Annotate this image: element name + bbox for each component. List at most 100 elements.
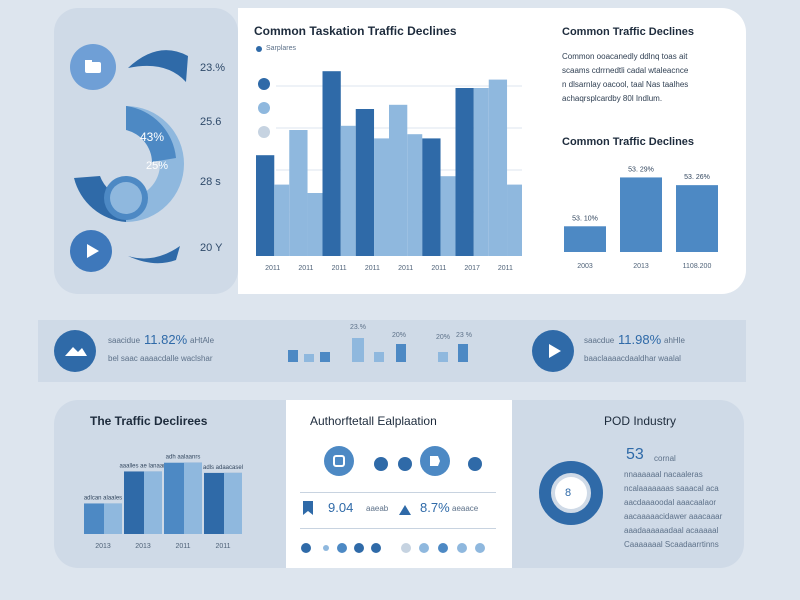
center-chart-panel: Common Taskation Traffic Declines Sarpla…	[238, 8, 540, 294]
x-tick-label: 2017	[464, 265, 480, 272]
right-line-1: nnaaaaaal nacaaleras	[624, 470, 703, 479]
right-line-5: aaadaaaaaadaal acaaaaal	[624, 526, 719, 535]
bottom-mid-panel: Authorftetall Ealplaation 9.04 aaeab 8.7…	[286, 400, 512, 568]
bar	[473, 88, 489, 256]
play-button[interactable]	[70, 230, 112, 272]
donut-value: 8	[565, 487, 572, 499]
divider-line	[300, 492, 496, 493]
strip-left-value: 11.82%	[144, 332, 188, 347]
right-paragraph-2: scaams cdrrnedtli cadal wtaleacnce	[562, 66, 689, 75]
play-button-strip[interactable]	[532, 330, 574, 372]
ring-chart	[74, 106, 184, 222]
bottom-left-bar-chart: adlcan alaales 2013 aaalles ae lanaan 2013 a…	[84, 455, 243, 550]
info-icon	[333, 455, 345, 467]
mini-bar-chart	[288, 338, 468, 362]
x-tick-label: 2013	[95, 543, 111, 550]
bottom-right-panel: POD Industry 8 53 cornal nnaaaaaal nacaa…	[512, 400, 744, 568]
bar-value-label: 53. 10%	[572, 215, 598, 222]
bar	[184, 462, 202, 534]
mini-label-4: 23 %	[456, 332, 472, 339]
swoosh-top	[128, 50, 188, 82]
bar	[455, 88, 474, 256]
tag-icon-button[interactable]	[420, 446, 450, 476]
right-line-2: ncalaaaaaaas saaacal aca	[624, 484, 719, 493]
divider-line-2	[300, 528, 496, 529]
bar	[676, 185, 718, 252]
mountain-icon	[65, 347, 87, 356]
bar	[104, 503, 122, 534]
dot-2	[398, 457, 412, 471]
ring-label-2: 25%	[146, 160, 169, 172]
big-value: 53	[626, 446, 644, 463]
bar	[340, 125, 356, 256]
bottom-right-title: POD Industry	[604, 414, 677, 428]
folder-icon	[85, 60, 101, 73]
bar	[307, 193, 323, 256]
strip-left-sub: bel saac aaaacdalle waclshar	[108, 354, 213, 363]
stat-right-sub: aeaace	[452, 504, 479, 513]
mini-label-3: 20%	[436, 334, 451, 341]
bar	[144, 471, 162, 534]
bottom-left-title: The Traffic Declirees	[90, 414, 208, 428]
x-tick-label: 2003	[577, 263, 593, 270]
folder-icon-button[interactable]	[70, 44, 116, 90]
legend-dot-3	[258, 126, 270, 138]
tag-icon	[430, 456, 440, 466]
stat-right-value: 8.7%	[420, 500, 450, 515]
big-suffix: cornal	[654, 454, 676, 463]
dot-3	[468, 457, 482, 471]
x-tick-label: 2011	[298, 265, 313, 272]
mini-label-1: 23.%	[350, 324, 366, 331]
right-subtitle: Common Traffic Declines	[562, 136, 695, 148]
bar	[322, 71, 341, 256]
right-line-3: aacdaaaoodal aaacaalaor	[624, 498, 717, 507]
strip-left-tail: aHtAle	[190, 336, 215, 345]
right-paragraph-4: achaqrsplcardby 80l Indlum.	[562, 94, 663, 103]
stat-2: 25.6	[200, 116, 222, 128]
bar	[274, 184, 290, 256]
stat-left-sub: aaeab	[366, 504, 389, 513]
bar	[355, 109, 375, 256]
bar-value-label: 53. 29%	[628, 166, 654, 173]
legend-dot-1	[258, 78, 270, 90]
middle-strip: saacidue 11.82% aHtAle bel saac aaaacdal…	[38, 320, 746, 382]
right-line-4: aacaaaaacidawer aaacaaar	[624, 512, 723, 521]
bottom-mid-title: Authorftetall Ealplaation	[310, 414, 437, 428]
x-tick-label: 2011	[265, 265, 280, 272]
legend-dot	[256, 46, 262, 52]
bar-value-label: 53. 26%	[684, 174, 710, 181]
x-tick-label: 2011	[215, 543, 230, 550]
stat-3: 28 s	[200, 176, 221, 188]
info-icon-button[interactable]	[324, 446, 354, 476]
strip-right-tail: ahHle	[664, 336, 685, 345]
bottom-left-panel: The Traffic Declirees adlcan alaales 2013…	[54, 400, 286, 568]
x-tick-label: 2011	[175, 543, 190, 550]
bar-tag: adls adaacasel	[203, 465, 243, 471]
bar	[374, 138, 389, 256]
bar-tag: adlcan alaales	[84, 495, 122, 501]
bar	[407, 134, 423, 256]
stat-left-value: 9.04	[328, 500, 354, 515]
bar	[507, 184, 522, 256]
strip-right-label: saacdue	[584, 336, 615, 345]
right-paragraph-3: n dlsarnlay oacool, taal Nas taalhes	[562, 80, 689, 89]
x-tick-label: 2011	[398, 265, 413, 272]
x-tick-label: 2011	[365, 265, 380, 272]
bar	[224, 472, 242, 534]
x-tick-label: 2011	[332, 265, 347, 272]
bar	[256, 155, 275, 256]
stat-4: 20 Y	[200, 242, 223, 254]
strip-right-value: 11.98%	[618, 332, 662, 347]
bar	[488, 79, 508, 256]
center-chart-title: Common Taskation Traffic Declines	[254, 24, 457, 38]
x-tick-label: 2011	[498, 265, 513, 272]
triangle-icon	[399, 505, 411, 515]
bar	[440, 176, 456, 256]
mini-label-2: 20%	[392, 332, 407, 339]
play-icon	[87, 244, 99, 258]
mountain-icon-button[interactable]	[54, 330, 96, 372]
legend-dot-2	[258, 102, 270, 114]
right-top-title: Common Traffic Declines	[562, 26, 695, 38]
x-tick-label: 2011	[431, 265, 446, 272]
legend-label: Sarplares	[266, 45, 296, 52]
